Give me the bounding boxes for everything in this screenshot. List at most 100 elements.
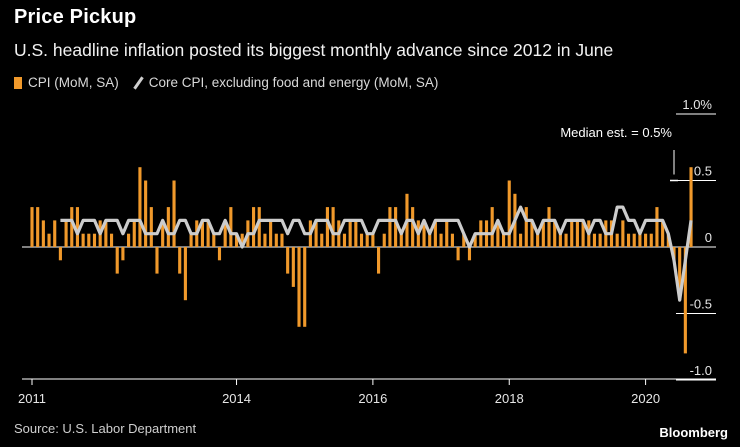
cpi-bar — [394, 207, 398, 247]
legend: CPI (MoM, SA) Core CPI, excluding food a… — [14, 75, 438, 90]
cpi-bar — [399, 233, 403, 247]
cpi-bar — [138, 167, 142, 247]
cpi-bar — [161, 220, 165, 247]
cpi-bar — [615, 233, 619, 247]
legend-core-label: Core CPI, excluding food and energy (MoM… — [148, 75, 439, 90]
cpi-bar — [626, 233, 631, 247]
cpi-bar — [132, 220, 136, 247]
cpi-bar — [519, 233, 523, 247]
cpi-bar — [291, 247, 295, 287]
cpi-bar — [30, 207, 34, 247]
cpi-bar — [212, 233, 216, 247]
cpi-bar — [178, 247, 182, 274]
cpi-bar — [87, 233, 91, 247]
cpi-bar — [445, 220, 449, 247]
cpi-bar — [183, 247, 187, 301]
cpi-bar — [41, 220, 45, 247]
cpi-bar — [36, 207, 40, 247]
cpi-bar — [127, 233, 131, 247]
cpi-bar — [206, 220, 210, 247]
x-tick-label: 2016 — [358, 391, 387, 406]
cpi-bar — [456, 247, 460, 261]
cpi-bar — [507, 180, 511, 247]
cpi-bar — [564, 233, 568, 247]
cpi-bar — [524, 207, 528, 247]
cpi-bar — [342, 233, 347, 247]
cpi-bar — [172, 180, 176, 247]
cpi-bar — [263, 233, 267, 247]
cpi-bar — [109, 233, 114, 247]
cpi-bar — [252, 207, 256, 247]
cpi-bar — [638, 233, 642, 247]
cpi-bar — [229, 207, 233, 247]
cpi-bar — [75, 207, 80, 247]
cpi-bar — [547, 207, 551, 247]
cpi-bar — [382, 233, 386, 247]
y-tick-label: 0.5 — [694, 164, 712, 179]
cpi-bar — [166, 207, 170, 247]
cpi-bar — [371, 233, 375, 247]
median-estimate-label: Median est. = 0.5% — [560, 125, 672, 140]
cpi-bar — [286, 247, 290, 274]
y-tick-label: -1.0 — [690, 363, 712, 378]
cpi-bar — [104, 220, 108, 247]
cpi-bar — [115, 247, 119, 274]
cpi-bar — [450, 233, 454, 247]
cpi-bar — [359, 233, 364, 247]
cpi-bar — [189, 233, 193, 247]
cpi-bar — [58, 247, 62, 261]
cpi-bar — [303, 247, 307, 327]
cpi-bar — [570, 220, 574, 247]
cpi-bar — [354, 220, 358, 247]
x-tick-label: 2011 — [18, 391, 46, 406]
cpi-bar — [683, 247, 687, 354]
cpi-bar — [473, 233, 477, 247]
cpi-bar — [325, 207, 329, 247]
x-tick-label: 2018 — [495, 391, 524, 406]
cpi-bar — [411, 207, 415, 247]
cpi-bar — [632, 233, 636, 247]
cpi-bar — [274, 233, 278, 247]
legend-cpi-label: CPI (MoM, SA) — [28, 75, 119, 90]
cpi-bar — [689, 167, 693, 247]
cpi-bar — [388, 207, 392, 247]
cpi-bar — [155, 247, 159, 274]
cpi-bar — [530, 220, 534, 247]
cpi-bar — [536, 233, 540, 247]
cpi-bar — [502, 233, 506, 247]
cpi-bar — [365, 233, 369, 247]
cpi-bar — [297, 247, 301, 327]
cpi-bar — [348, 220, 352, 247]
y-tick-label: 0 — [705, 230, 712, 245]
cpi-bar — [592, 233, 597, 247]
cpi-bar — [223, 220, 227, 247]
y-tick-label: 1.0% — [682, 97, 712, 112]
cpi-bar — [53, 220, 57, 247]
cpi-bar — [331, 207, 335, 247]
cpi-bar — [47, 233, 51, 247]
cpi-bar — [144, 180, 148, 247]
cpi-bar — [581, 220, 585, 247]
cpi-bar — [661, 220, 665, 247]
cpi-bar — [678, 247, 682, 301]
cpi-bar — [644, 233, 648, 247]
cpi-bar — [462, 233, 466, 247]
cpi-bar — [496, 220, 500, 247]
cpi-bar — [70, 207, 74, 247]
cpi-bar — [240, 233, 244, 247]
cpi-bar — [81, 233, 85, 247]
cpi-bar — [598, 233, 602, 247]
cpi-bar — [234, 233, 239, 247]
cpi-bar — [149, 207, 153, 247]
cpi-bar — [428, 233, 432, 247]
chart-title: Price Pickup — [14, 6, 137, 28]
cpi-bar — [655, 207, 659, 247]
cpi-bar — [467, 247, 472, 261]
cpi-bar — [377, 247, 381, 274]
cpi-bar — [200, 220, 204, 247]
cpi-bar — [553, 220, 557, 247]
cpi-bar — [314, 220, 318, 247]
cpi-bar — [121, 247, 125, 261]
cpi-bar — [558, 233, 562, 247]
